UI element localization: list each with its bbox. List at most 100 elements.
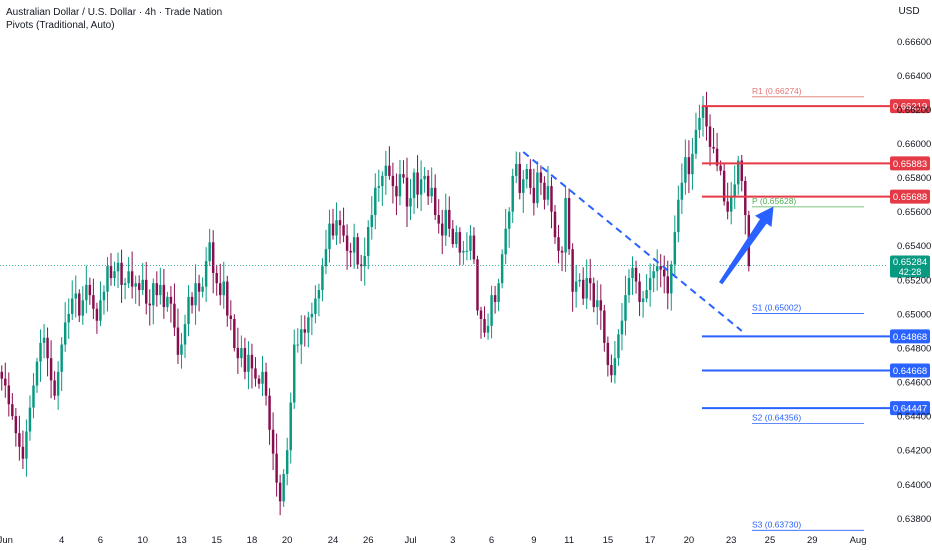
candle-body [469, 235, 472, 251]
x-tick-label: 15 [211, 535, 222, 546]
candle [169, 286, 173, 323]
candle-body [613, 358, 617, 376]
candle [596, 280, 599, 325]
x-tick-label: 17 [645, 535, 656, 546]
candle-body [634, 267, 638, 282]
candle-body [324, 249, 328, 267]
candle [419, 160, 423, 211]
candle-body [733, 184, 736, 197]
candle-body [529, 169, 532, 188]
candle [694, 112, 698, 159]
candle [328, 209, 331, 263]
candle [536, 161, 539, 208]
candle-body [338, 220, 342, 226]
candle [606, 336, 610, 377]
candle-body [63, 322, 67, 345]
candle [349, 242, 352, 268]
candle-body [352, 237, 356, 253]
symbol-title[interactable]: Australian Dollar / U.S. Dollar · 4h · T… [6, 7, 223, 18]
candle [677, 185, 680, 243]
candle-body [592, 283, 595, 308]
candle-body [183, 324, 187, 345]
candle [462, 240, 465, 265]
candle [85, 265, 88, 314]
candle [610, 354, 613, 383]
candle [236, 327, 240, 375]
candle [293, 329, 296, 409]
candle [574, 264, 578, 308]
x-tick-label: 20 [684, 535, 695, 546]
candle-body [402, 174, 405, 178]
y-tick-label: 0.65600 [897, 207, 931, 218]
candle-body [430, 187, 433, 197]
candle [511, 168, 514, 223]
candle [539, 165, 543, 195]
candle [645, 274, 648, 303]
x-tick-label: 3 [450, 535, 455, 546]
candle [659, 254, 662, 288]
candle [233, 314, 236, 352]
candle-body [599, 300, 603, 311]
candle [687, 140, 691, 194]
candle-body [663, 269, 666, 277]
candle [137, 275, 141, 307]
candle-body [571, 249, 574, 292]
currency-label[interactable]: USD [898, 6, 920, 17]
candle [321, 258, 324, 302]
candle [617, 329, 620, 366]
candle-body [458, 232, 462, 253]
candle-body [289, 402, 292, 451]
candle [60, 337, 63, 392]
candle-body [197, 283, 201, 292]
candle [145, 261, 148, 315]
candle-body [726, 201, 729, 212]
bar-countdown: 42:28 [899, 267, 922, 277]
candle-body [511, 175, 514, 212]
candle [684, 139, 687, 195]
candle-body [648, 278, 652, 291]
candle-body [296, 344, 299, 346]
candle-body [162, 284, 166, 308]
candle [39, 329, 42, 382]
candle-body [134, 283, 137, 287]
candle [159, 267, 162, 305]
candle [261, 355, 264, 397]
candle [729, 182, 733, 225]
candle [525, 164, 529, 189]
candle [95, 302, 99, 334]
candle-body [638, 281, 641, 302]
current-price-tag-bg [890, 255, 930, 278]
candle [412, 168, 416, 214]
candle [722, 162, 726, 206]
candle-body [85, 284, 88, 301]
candle [381, 171, 384, 206]
candle [190, 292, 194, 314]
candle [550, 176, 553, 229]
candle-body [7, 385, 11, 405]
price-tag-bg [890, 156, 930, 171]
candle-body [88, 284, 92, 296]
candle-body [405, 177, 409, 207]
candle [374, 173, 377, 230]
candle-body [282, 474, 285, 502]
x-tick-label: 26 [363, 535, 374, 546]
candle-body [603, 310, 606, 343]
candle [314, 285, 317, 324]
candle [627, 269, 631, 303]
price-tag: 0.65688 [890, 189, 930, 204]
price-tag-value: 0.65883 [893, 159, 927, 170]
candle-body [275, 453, 278, 483]
candle-body [314, 298, 317, 314]
indicator-legend[interactable]: Pivots (Traditional, Auto) [6, 20, 115, 31]
candle-body [226, 281, 229, 316]
candle-body [589, 278, 592, 284]
candle [197, 274, 201, 312]
candle-body [708, 126, 712, 147]
candle-body [67, 313, 70, 323]
price-tag-value: 0.65688 [893, 192, 927, 203]
pivot-label: S3 (0.63730) [752, 519, 801, 529]
candle [134, 275, 137, 304]
candle-body [627, 278, 631, 296]
